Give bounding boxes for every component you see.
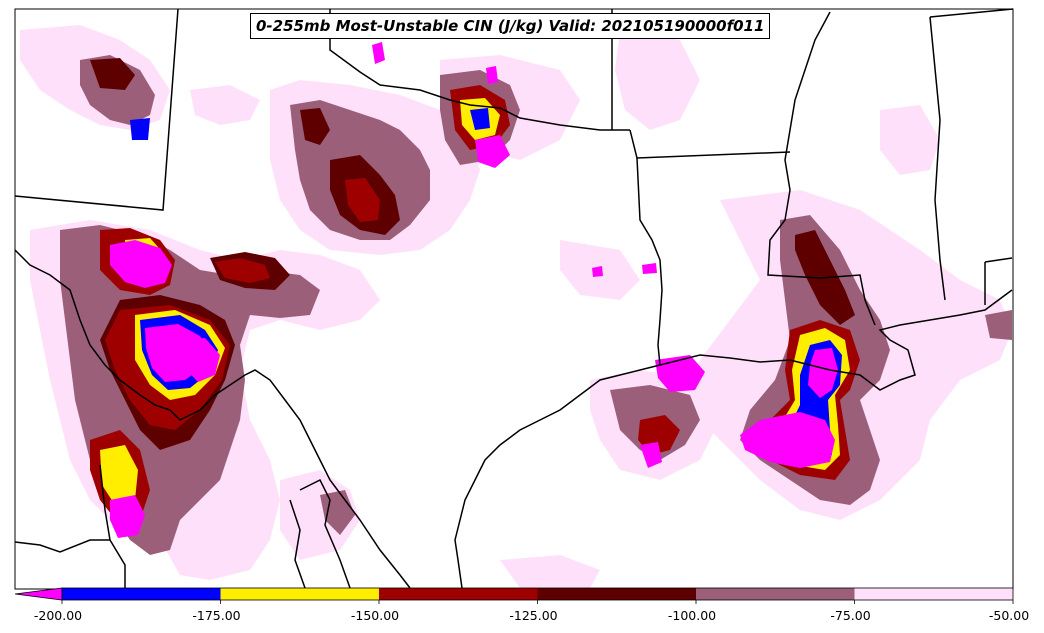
colorbar-tick-label: -200.00 xyxy=(33,608,83,623)
colorbar-tick-label: -175.00 xyxy=(192,608,241,623)
colorbar-tick-label: -50.00 xyxy=(988,608,1030,623)
cin-field xyxy=(20,25,1012,588)
colorbar-bin xyxy=(379,588,538,600)
map-title: 0-255mb Most-Unstable CIN (J/kg) Valid: … xyxy=(250,13,771,39)
colorbar-bin xyxy=(854,588,1013,600)
colorbar-tick-label: -125.00 xyxy=(509,608,558,623)
colorbar-tick-label: -100.00 xyxy=(667,608,717,623)
colorbar-bin xyxy=(220,588,379,600)
colorbar-under-triangle xyxy=(14,587,63,601)
colorbar-bin xyxy=(537,588,696,600)
colorbar-bin xyxy=(696,588,855,600)
colorbar-tick-label: -150.00 xyxy=(350,608,400,623)
colorbar-bin xyxy=(62,588,221,600)
boundary-lines xyxy=(14,8,1014,589)
colorbar xyxy=(14,587,1014,604)
colorbar-tick-label: -75.00 xyxy=(830,608,871,623)
